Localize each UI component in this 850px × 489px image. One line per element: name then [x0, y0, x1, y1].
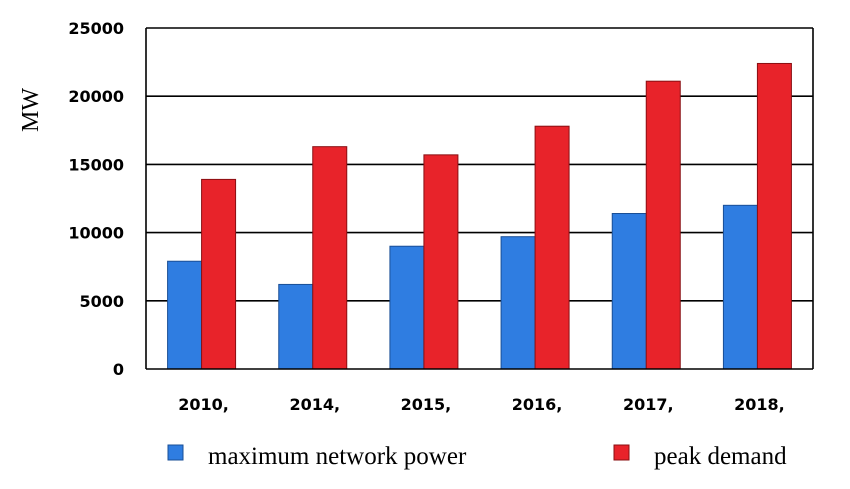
y-tick-label: 25000 — [68, 19, 124, 38]
y-tick-label: 15000 — [68, 155, 124, 174]
y-tick-label: 10000 — [68, 224, 124, 243]
x-tick-label: 2015, — [401, 395, 452, 414]
bar-peak-demand — [534, 125, 570, 370]
x-tick-label: 2018, — [734, 395, 785, 414]
bar-max-network-power — [722, 204, 758, 370]
legend-label: maximum network power — [208, 443, 467, 470]
bar-peak-demand — [756, 62, 792, 370]
x-tick-label: 2010, — [178, 395, 229, 414]
labels: 0 5000 10000 15000 20000 25000 2010, 2014, 2015,… — [68, 19, 784, 414]
grid-lines — [146, 27, 813, 302]
x-tick-label: 2017, — [623, 395, 674, 414]
bars — [167, 62, 792, 370]
bar-max-network-power — [278, 283, 314, 370]
y-tick-label: 0 — [113, 360, 124, 379]
legend: maximum network power peak demand — [167, 443, 787, 470]
bar-max-network-power — [500, 236, 536, 370]
bar-max-network-power — [167, 260, 203, 370]
legend-swatch — [167, 444, 184, 461]
bar-max-network-power — [611, 213, 647, 370]
x-tick-label: 2016, — [512, 395, 563, 414]
bar-max-network-power — [389, 245, 425, 370]
bar-peak-demand — [423, 154, 459, 370]
legend-label: peak demand — [654, 443, 787, 470]
bar-peak-demand — [645, 80, 681, 370]
y-tick-label: 20000 — [68, 87, 124, 106]
axes — [145, 28, 814, 370]
bar-peak-demand — [312, 146, 348, 370]
bar-peak-demand — [201, 178, 237, 370]
x-tick-label: 2014, — [289, 395, 340, 414]
y-axis-label: MW — [18, 88, 44, 132]
y-tick-label: 5000 — [79, 292, 124, 311]
legend-swatch — [613, 444, 630, 461]
